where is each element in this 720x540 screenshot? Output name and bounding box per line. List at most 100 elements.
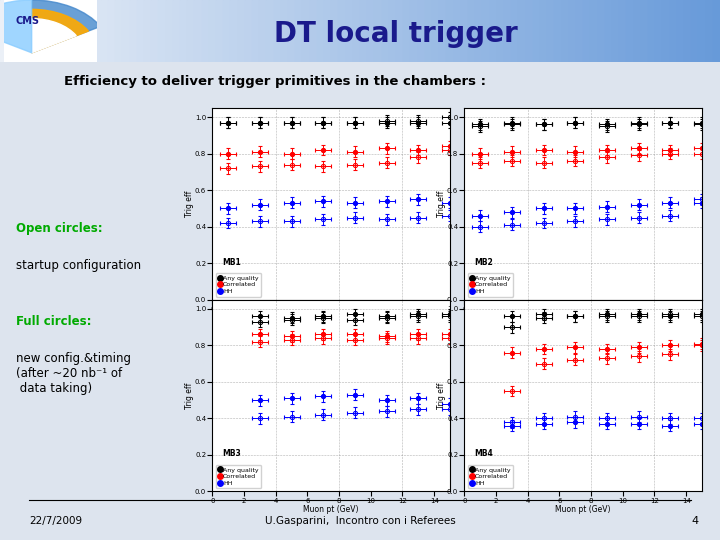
Wedge shape	[32, 9, 89, 53]
Bar	[353, 0, 360, 62]
Bar	[209, 0, 216, 62]
Bar	[331, 0, 338, 62]
Text: Efficiency to deliver trigger primitives in the chambers :: Efficiency to deliver trigger primitives…	[64, 75, 486, 88]
Legend: Any quality, Correlated, HH: Any quality, Correlated, HH	[215, 464, 261, 488]
Bar	[310, 0, 317, 62]
Bar	[482, 0, 490, 62]
Text: DT local trigger: DT local trigger	[274, 20, 518, 48]
Bar	[684, 0, 691, 62]
Bar	[302, 0, 310, 62]
Bar	[122, 0, 130, 62]
Bar	[43, 0, 50, 62]
Bar	[547, 0, 554, 62]
Text: 22/7/2009: 22/7/2009	[29, 516, 82, 525]
Bar	[497, 0, 504, 62]
Bar	[554, 0, 562, 62]
Bar	[605, 0, 612, 62]
Bar	[598, 0, 605, 62]
Bar	[526, 0, 533, 62]
Bar	[230, 0, 238, 62]
Bar	[7, 0, 14, 62]
Bar	[36, 0, 43, 62]
Bar	[281, 0, 288, 62]
Bar	[158, 0, 166, 62]
Bar	[713, 0, 720, 62]
Bar	[454, 0, 461, 62]
Bar	[29, 0, 36, 62]
Wedge shape	[0, 0, 32, 53]
Bar	[698, 0, 706, 62]
Text: U.Gasparini,  Incontro con i Referees: U.Gasparini, Incontro con i Referees	[265, 516, 455, 525]
Bar	[187, 0, 194, 62]
Bar	[374, 0, 382, 62]
Text: MB2: MB2	[474, 258, 492, 267]
Bar	[274, 0, 281, 62]
Bar	[670, 0, 677, 62]
Wedge shape	[32, 0, 101, 53]
Bar	[0, 0, 7, 62]
Bar	[86, 0, 94, 62]
Bar	[144, 0, 151, 62]
Bar	[151, 0, 158, 62]
Bar	[130, 0, 137, 62]
Text: MB4: MB4	[474, 449, 492, 458]
Y-axis label: Trig eff: Trig eff	[436, 191, 446, 217]
Bar	[590, 0, 598, 62]
Bar	[65, 0, 72, 62]
Bar	[619, 0, 626, 62]
Legend: Any quality, Correlated, HH: Any quality, Correlated, HH	[215, 273, 261, 296]
Bar	[490, 0, 497, 62]
Bar	[367, 0, 374, 62]
Bar	[180, 0, 187, 62]
Text: Full circles:: Full circles:	[17, 315, 92, 328]
Y-axis label: Trig eff: Trig eff	[184, 382, 194, 409]
Text: 4: 4	[691, 516, 698, 525]
Bar	[634, 0, 641, 62]
Bar	[446, 0, 454, 62]
Bar	[50, 0, 58, 62]
Bar	[425, 0, 432, 62]
Y-axis label: Trig eff: Trig eff	[436, 382, 446, 409]
Bar	[655, 0, 662, 62]
Wedge shape	[32, 18, 76, 53]
X-axis label: Muon pt (GeV): Muon pt (GeV)	[303, 313, 359, 322]
Bar	[504, 0, 511, 62]
Bar	[389, 0, 396, 62]
X-axis label: Muon pt (GeV): Muon pt (GeV)	[555, 505, 611, 514]
Bar	[439, 0, 446, 62]
Bar	[22, 0, 29, 62]
Bar	[511, 0, 518, 62]
Bar	[288, 0, 295, 62]
Y-axis label: Trig eff: Trig eff	[184, 191, 194, 217]
Text: MB1: MB1	[222, 258, 240, 267]
Bar	[252, 0, 259, 62]
X-axis label: Muon pt (GeV): Muon pt (GeV)	[303, 505, 359, 514]
Bar	[396, 0, 403, 62]
Bar	[468, 0, 475, 62]
Bar	[238, 0, 245, 62]
Bar	[259, 0, 266, 62]
X-axis label: Muon pt (GeV): Muon pt (GeV)	[555, 313, 611, 322]
Bar	[324, 0, 331, 62]
Bar	[626, 0, 634, 62]
Bar	[245, 0, 252, 62]
Bar	[173, 0, 180, 62]
Bar	[166, 0, 173, 62]
Legend: Any quality, Correlated, HH: Any quality, Correlated, HH	[467, 273, 513, 296]
Bar	[562, 0, 569, 62]
Bar	[94, 0, 101, 62]
Bar	[533, 0, 540, 62]
Bar	[461, 0, 468, 62]
Bar	[382, 0, 389, 62]
Bar	[648, 0, 655, 62]
Legend: Any quality, Correlated, HH: Any quality, Correlated, HH	[467, 464, 513, 488]
Bar	[58, 0, 65, 62]
Bar	[576, 0, 583, 62]
Bar	[540, 0, 547, 62]
Text: Open circles:: Open circles:	[17, 222, 103, 235]
Bar	[518, 0, 526, 62]
Bar	[641, 0, 648, 62]
Bar	[338, 0, 346, 62]
Bar	[202, 0, 209, 62]
Bar	[317, 0, 324, 62]
